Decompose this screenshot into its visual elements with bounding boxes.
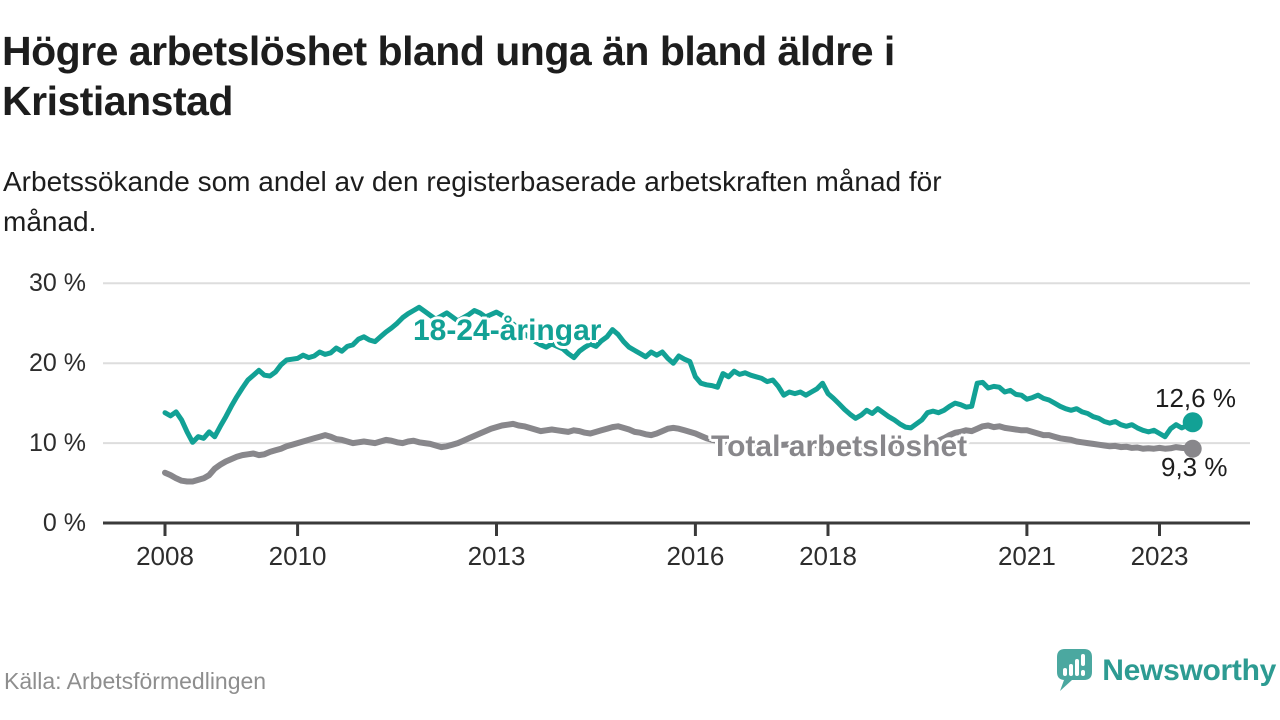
series-line-youth xyxy=(162,304,1196,445)
newsworthy-logo: Newsworthy xyxy=(1056,648,1276,694)
end-value-label-youth: 12,6 % xyxy=(1155,383,1236,413)
end-value-label-total: 9,3 % xyxy=(1161,452,1228,482)
page-title-line2: Kristianstad xyxy=(2,78,233,124)
y-axis-label: 0 % xyxy=(42,509,86,537)
newsworthy-bubble-icon xyxy=(1057,649,1093,691)
x-axis-label: 2013 xyxy=(467,541,526,571)
x-axis-label: 2021 xyxy=(997,541,1056,571)
series-line-total xyxy=(162,420,1196,485)
series-label-youth: 18-24-åringar xyxy=(413,314,602,347)
newsworthy-wordmark: Newsworthy xyxy=(1102,654,1276,687)
series-label-total: Total arbetslöshet xyxy=(711,430,968,463)
chart-subtitle: Arbetssökande som andel av den registerb… xyxy=(3,162,1223,242)
y-axis-label: 20 % xyxy=(29,349,86,378)
x-axis-label: 2010 xyxy=(268,541,327,571)
end-dot-total xyxy=(1183,439,1202,458)
x-axis-label: 2023 xyxy=(1130,541,1189,571)
y-axis-label: 30 % xyxy=(29,269,86,298)
x-axis-label: 2016 xyxy=(666,541,725,571)
source-note: Källa: Arbetsförmedlingen xyxy=(4,668,267,694)
page-title-line1: Högre arbetslöshet bland unga än bland ä… xyxy=(2,28,895,74)
chart-subtitle-line1: Arbetssökande som andel av den registerb… xyxy=(3,166,942,197)
chart-subtitle-line2: månad. xyxy=(3,206,97,237)
page-title: Högre arbetslöshet bland unga än bland ä… xyxy=(2,26,1182,126)
x-axis-label: 2008 xyxy=(136,541,194,571)
x-axis-label: 2018 xyxy=(799,541,857,571)
y-axis-label: 10 % xyxy=(29,429,86,458)
end-dot-youth xyxy=(1182,412,1203,433)
